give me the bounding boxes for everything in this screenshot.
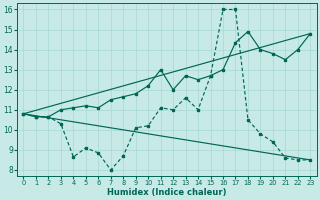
X-axis label: Humidex (Indice chaleur): Humidex (Indice chaleur) <box>107 188 227 197</box>
